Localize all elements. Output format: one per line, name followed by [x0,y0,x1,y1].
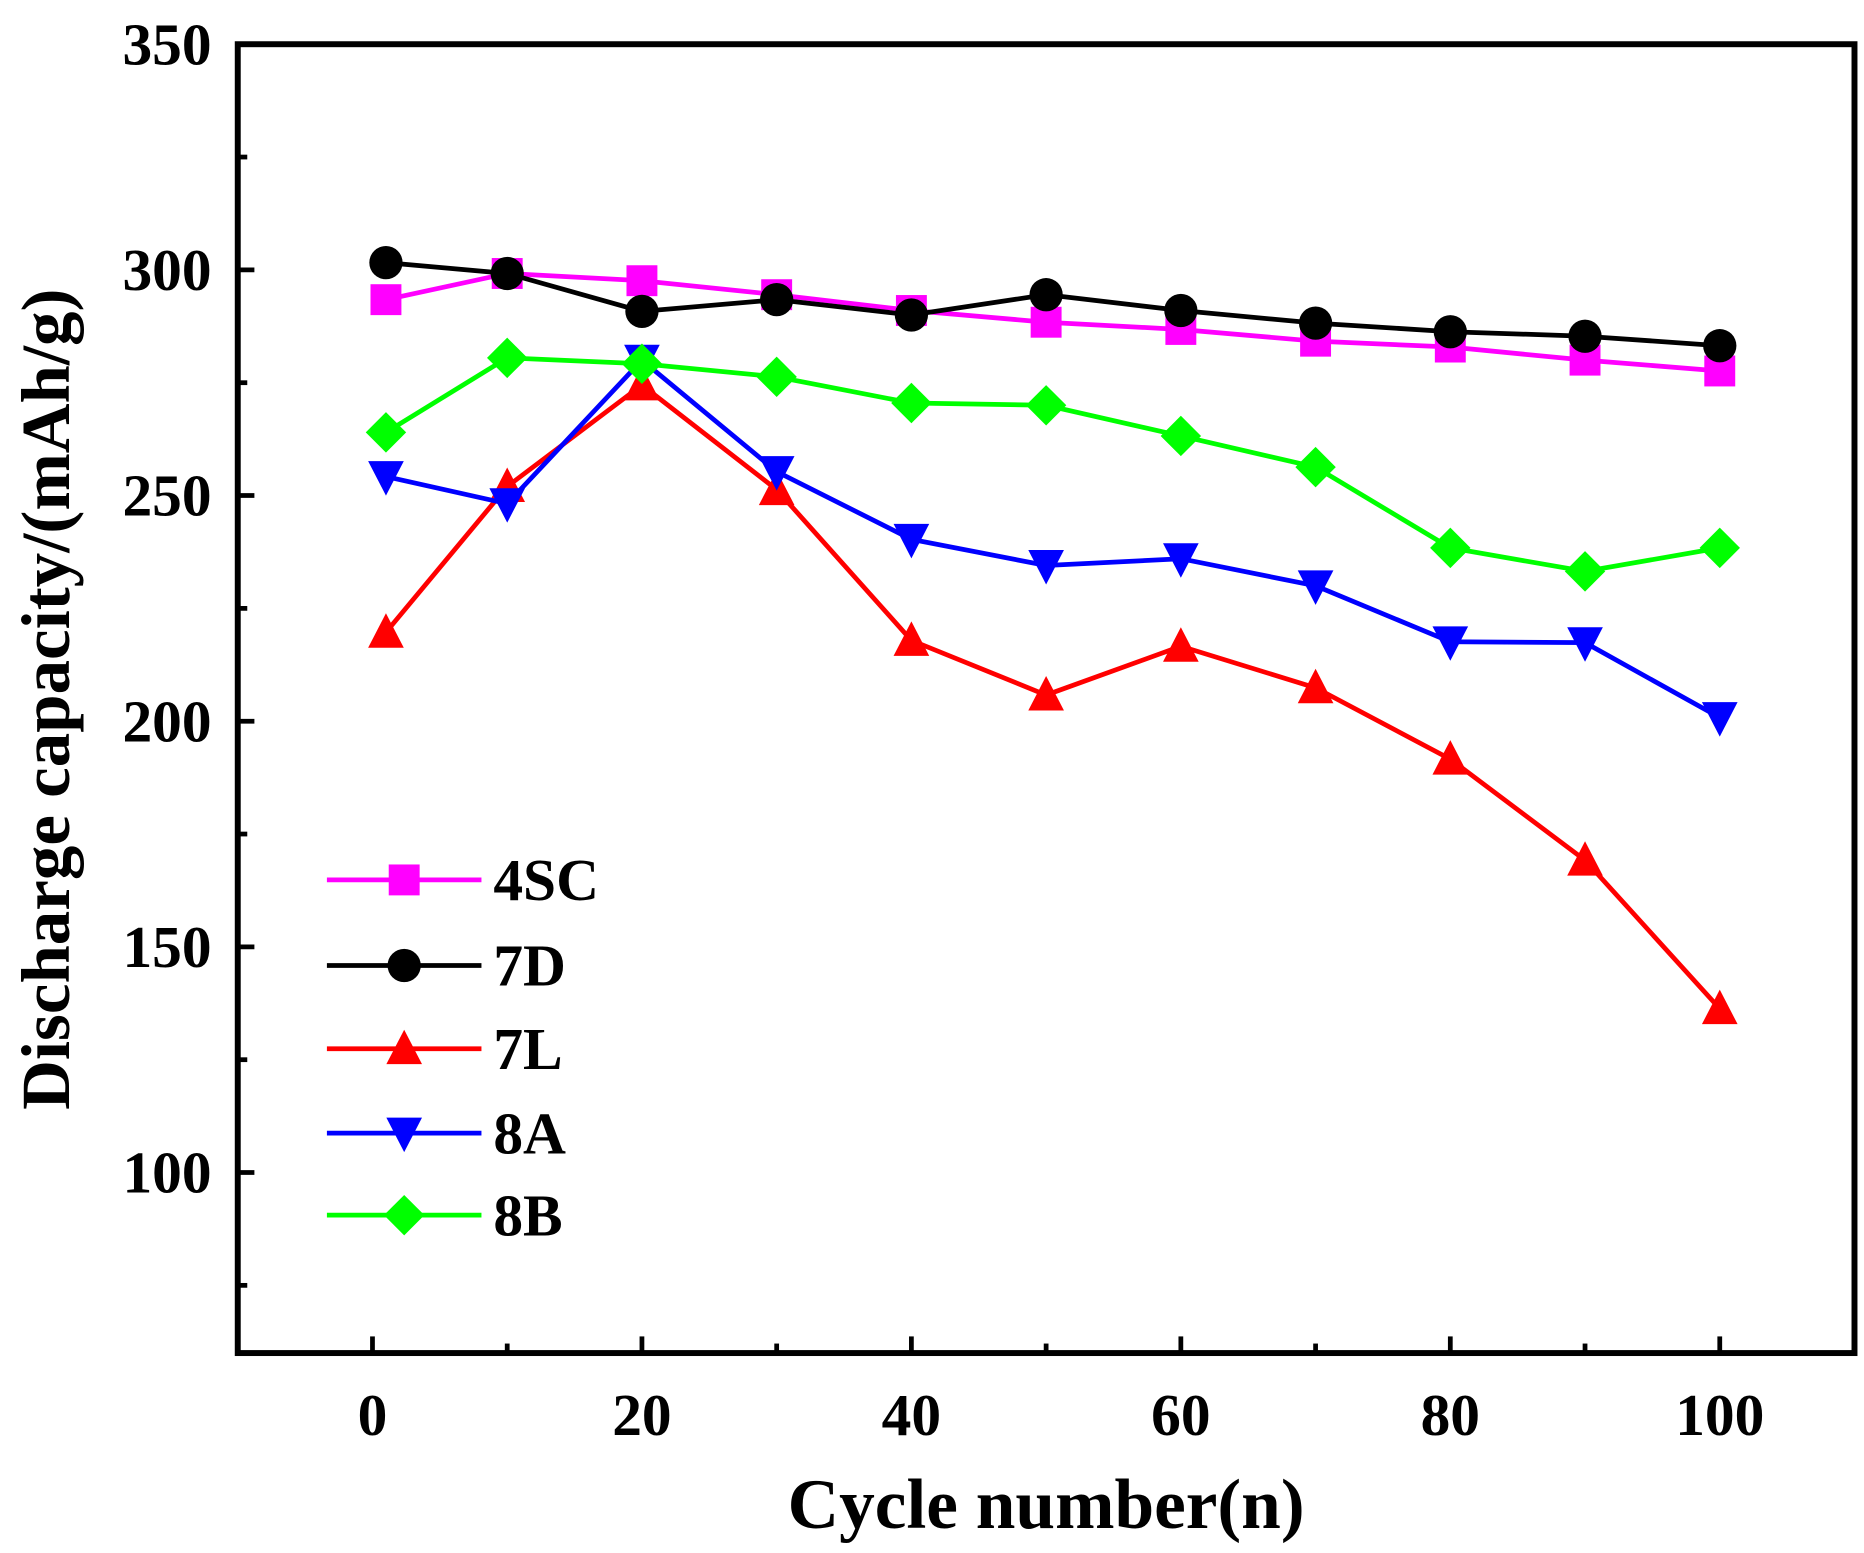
x-tick-label: 80 [1421,1382,1480,1448]
data-point-8B [1564,551,1606,592]
legend-marker [386,1117,423,1153]
data-point-7L [1028,676,1064,711]
y-tick-label: 250 [122,463,211,529]
x-axis-title: Cycle number(n) [788,1465,1305,1544]
data-point-8A [1567,627,1603,662]
legend-item-4SC: 4SC [326,847,599,913]
data-point-7D [1703,329,1737,363]
legend-item-8A: 8A [326,1100,566,1166]
y-axis-title: Discharge capacity/(mAh/g) [8,289,84,1110]
x-tick-label: 60 [1151,1382,1210,1448]
y-tick-label: 200 [122,688,211,754]
data-point-7L [1701,989,1738,1025]
x-tick-label: 40 [882,1382,941,1448]
data-point-4SC [370,284,402,316]
data-point-7D [1568,319,1602,353]
legend-marker [388,864,420,896]
series-8B [365,337,1740,592]
data-point-8A [1432,626,1469,661]
data-point-7D [1298,306,1333,340]
data-point-8A [893,523,930,559]
data-point-8B [1295,446,1336,488]
x-tick-label: 100 [1675,1382,1764,1448]
data-point-7D [1029,278,1063,312]
legend-label: 4SC [493,847,599,913]
data-point-7L [893,621,930,656]
data-point-4SC [626,265,658,297]
y-tick-label: 150 [122,914,211,980]
data-point-8B [487,337,528,379]
legend-item-7D: 7D [326,933,566,999]
data-point-8A [368,461,404,496]
series-line-8B [384,355,1721,574]
data-point-7D [369,246,403,280]
data-point-8A [758,456,795,491]
legend-marker [383,1194,425,1236]
legend-label: 7D [493,933,566,999]
y-tick-label: 300 [122,237,211,303]
legend-label: 8B [493,1182,562,1248]
data-point-7L [1297,668,1334,704]
series-7L [368,365,1738,1025]
y-tick-label: 100 [122,1140,211,1206]
data-point-7L [1432,740,1469,775]
data-point-7D [490,256,524,291]
data-point-7D [1433,315,1467,349]
series-7D [369,246,1737,363]
data-point-8A [1701,702,1738,737]
legend-marker [387,948,421,983]
data-point-7L [368,613,404,648]
legend-label: 7L [493,1016,562,1082]
data-point-8A [1163,543,1199,578]
legend-item-8B: 8B [326,1182,563,1248]
data-point-7D [894,298,929,332]
data-point-8B [1699,527,1740,569]
legend-marker [386,1029,423,1065]
data-point-7D [1164,293,1198,328]
data-point-8B [756,356,797,398]
legend-item-7L: 7L [326,1016,563,1082]
data-point-8B [365,412,407,453]
x-tick-label: 0 [358,1382,388,1448]
axes: 100 150 200 250 300 350 0 20 40 60 80 100 [122,11,1858,1448]
data-point-8A [489,488,526,523]
data-point-8B [1430,527,1471,569]
data-point-8B [891,382,932,424]
data-point-8A [1297,570,1334,605]
legend: 4SC 7D 7L 8A 8B [326,847,599,1248]
x-tick-label: 20 [612,1382,671,1448]
data-point-7D [760,283,794,317]
data-point-8B [1025,385,1067,426]
data-point-7L [1567,841,1603,876]
series-group [365,246,1740,1025]
legend-label: 8A [493,1100,566,1166]
data-point-8A [1028,550,1064,585]
data-point-7L [1163,627,1199,662]
y-tick-label: 350 [122,11,211,77]
series-4SC [370,258,1736,387]
data-point-4SC [1030,306,1062,338]
data-point-7D [625,294,659,329]
data-point-8B [1160,415,1202,457]
